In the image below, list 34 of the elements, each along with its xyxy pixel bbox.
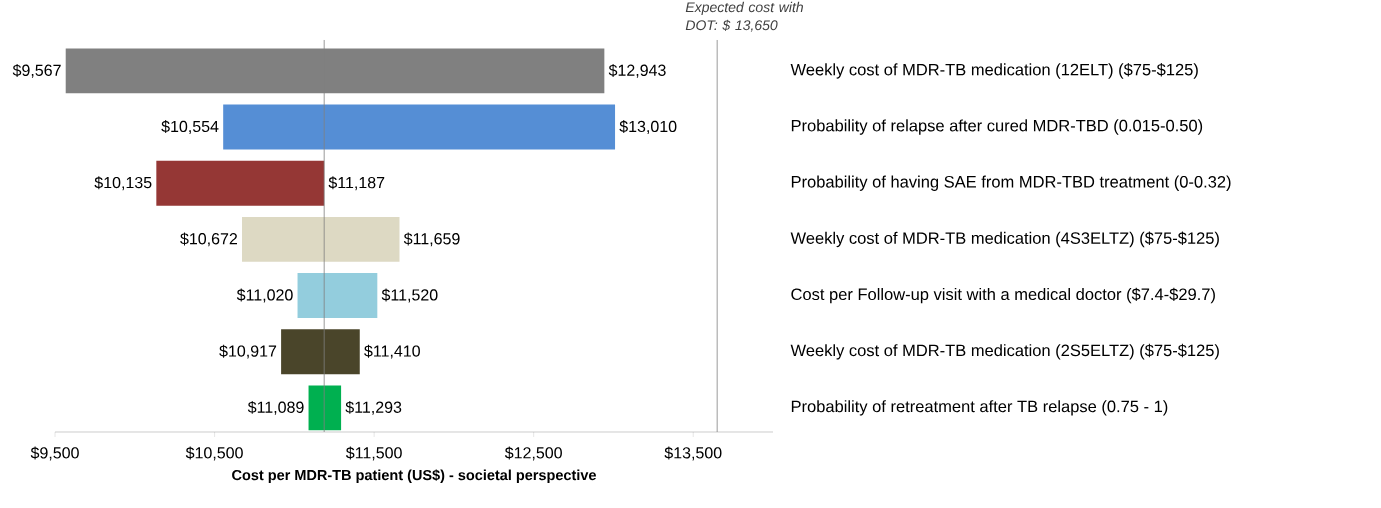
bar: [281, 329, 360, 375]
annotation: $10,554: [161, 120, 219, 134]
x-tick-label: $11,500: [345, 446, 402, 461]
annotation: $10,135: [94, 176, 152, 191]
annotation: $11,089: [247, 400, 304, 415]
ref-line-label: Expected cost with DOT: $ 13,650: [685, 1, 803, 32]
y-tick-label: Weekly cost of MDR-TB medication (4S3ELTZ) ($75-$125): [790, 231, 1219, 248]
y-tick-label: Probability of having SAE from MDR-TBD treatment (0-0.32): [791, 175, 1231, 191]
annotation: $11,293: [345, 400, 402, 415]
annotation: $11,187: [328, 176, 385, 191]
annotation: $12,943: [608, 63, 666, 78]
annotation: $13,010: [619, 120, 677, 134]
bar: [156, 160, 325, 206]
bar: [242, 216, 400, 262]
y-tick-label: Cost per Follow-up visit with a medical doctor ($7.4-$29.7): [791, 287, 1215, 304]
annotation: $11,659: [403, 232, 460, 247]
y-tick-label: Probability of relapse after cured MDR-TBD (0.015-0.50): [791, 119, 1203, 135]
bar: [308, 385, 342, 431]
x-tick-label: $9,500: [30, 446, 79, 461]
x-tick-label: $10,500: [185, 446, 243, 461]
annotation: $9,567: [12, 63, 61, 78]
y-tick-label: Weekly cost of MDR-TB medication (12ELT) ($75-$125): [790, 63, 1198, 79]
annotation: $11,520: [381, 288, 438, 303]
x-tick-label: $13,500: [664, 446, 722, 461]
x-tick-label: $12,500: [504, 446, 562, 461]
annotation: $10,672: [180, 232, 237, 247]
annotation: $11,410: [364, 344, 420, 359]
annotation: $11,020: [236, 288, 293, 303]
x-axis-title: Cost per MDR-TB patient (US$) - societal perspective: [232, 469, 596, 484]
y-tick-label: Probability of retreatment after TB relapse (0.75 - 1): [791, 400, 1168, 416]
annotation: $10,917: [219, 344, 277, 359]
bar: [223, 104, 616, 150]
y-tick-label: Weekly cost of MDR-TB medication (2S5ELTZ) ($75-$125): [790, 343, 1219, 360]
bar: [297, 273, 378, 318]
